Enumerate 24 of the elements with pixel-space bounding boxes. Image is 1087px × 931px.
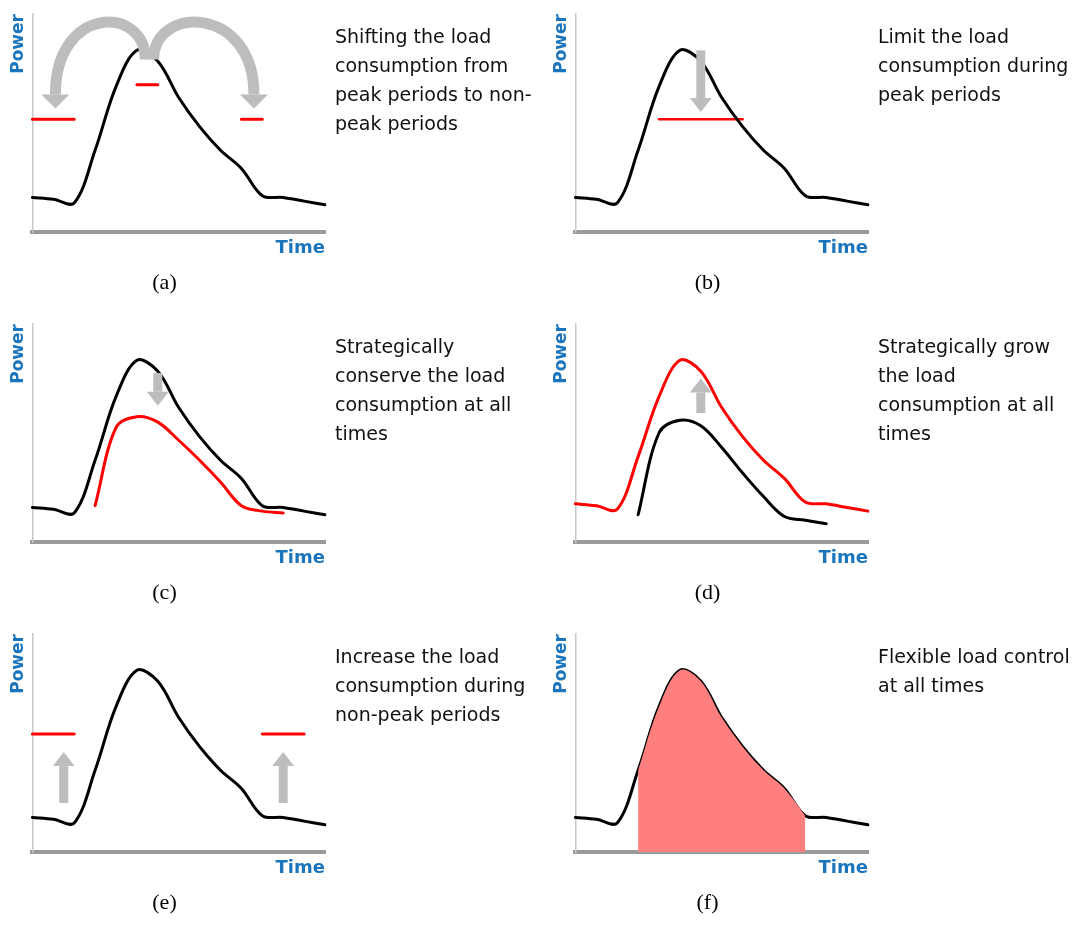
x-axis-title: Time [275, 546, 325, 568]
x-axis-title: Time [275, 856, 325, 878]
y-axis-title: Power [549, 13, 570, 74]
y-axis-title: Power [6, 323, 27, 384]
x-axis-title: Time [275, 236, 325, 258]
y-axis-title: Power [549, 323, 570, 384]
text: Strategically conserve the load consumption at all times [335, 334, 513, 446]
text: Flexible load control at all times [878, 644, 1071, 698]
x-axis-title: Time [818, 546, 868, 568]
y-axis-title: Power [6, 13, 27, 74]
y-axis-title: Power [6, 633, 27, 694]
text: (f) [696, 888, 719, 914]
text: (b) [694, 268, 721, 294]
text: (d) [694, 578, 721, 604]
text: (c) [152, 578, 177, 604]
x-axis-title: Time [818, 236, 868, 258]
x-axis-title: Time [818, 856, 868, 878]
text: (e) [152, 888, 177, 914]
text: Limit the load consumption during peak periods [878, 24, 1070, 107]
text: Strategically grow the load consumption at all times [878, 334, 1056, 446]
text: Shifting the load consumption from peak periods to non-peak periods [335, 24, 533, 136]
y-axis-title: Power [549, 633, 570, 694]
text: (a) [152, 268, 177, 294]
text: Increase the load consumption during non-peak periods [335, 644, 527, 727]
